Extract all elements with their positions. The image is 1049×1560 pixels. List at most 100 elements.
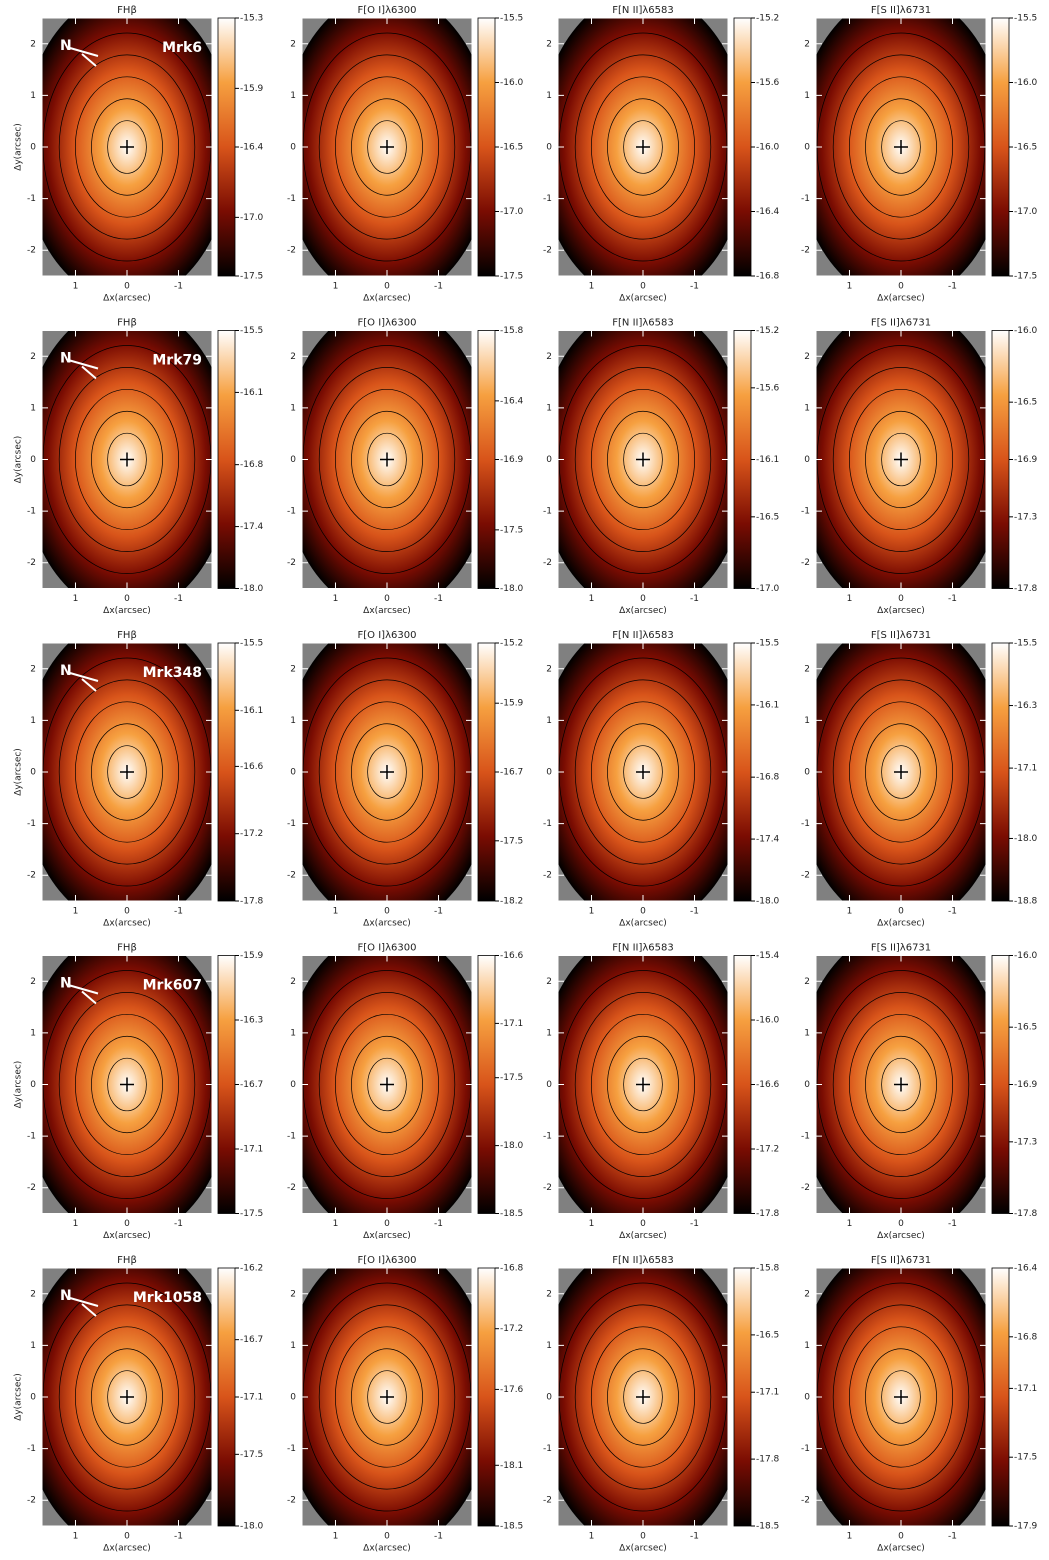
x-tick-label: -1 [434, 594, 443, 604]
x-tick-label: 0 [124, 1532, 130, 1542]
colorbar-tick-label: -18.1 [500, 1461, 523, 1471]
colorbar [478, 643, 495, 901]
y-tick-label: -2 [543, 246, 552, 256]
x-tick-label: 1 [847, 594, 853, 604]
panel-title: F[O I]λ6300 [358, 5, 417, 16]
y-tick-label: -2 [27, 1496, 36, 1506]
y-tick-label: 1 [804, 403, 810, 413]
colorbar-tick-label: -16.5 [756, 1330, 779, 1340]
colorbar-tick-label: -17.1 [500, 1019, 523, 1029]
colorbar-tick-label: -17.5 [1014, 1453, 1037, 1463]
x-axis-label: Δx(arcsec) [877, 1544, 925, 1554]
x-tick-label: -1 [690, 907, 699, 917]
panel-title: FHβ [117, 318, 137, 329]
x-axis-label: Δx(arcsec) [103, 919, 151, 929]
colorbar-tick-label: -17.8 [756, 1455, 780, 1465]
x-tick-label: 0 [124, 1219, 130, 1229]
x-tick-label: 1 [73, 594, 79, 604]
colorbar-tick-label: -18.5 [500, 1209, 523, 1219]
colorbar-tick-label: -17.3 [1014, 1137, 1037, 1147]
colorbar-tick-label: -15.9 [500, 699, 524, 709]
panel-title: F[O I]λ6300 [358, 630, 417, 641]
colorbar-tick-label: -15.3 [240, 14, 263, 24]
colorbar-tick-label: -17.8 [1014, 584, 1038, 594]
north-label: N [60, 1288, 72, 1304]
panel: 10-1-2-1012F[S II]λ6731Δx(arcsec)-16.0-1… [796, 305, 1038, 616]
x-tick-label: 0 [640, 1532, 646, 1542]
y-tick-label: -1 [287, 1444, 296, 1454]
y-axis-label: Δy(arcsec) [14, 748, 24, 796]
y-tick-label: -1 [287, 819, 296, 829]
y-tick-label: -2 [543, 1183, 552, 1193]
x-axis-label: Δx(arcsec) [619, 1231, 667, 1241]
y-tick-label: 1 [804, 1341, 810, 1351]
y-tick-label: 1 [804, 91, 810, 101]
colorbar-tick-label: -17.2 [756, 1145, 779, 1155]
y-tick-label: 0 [546, 143, 552, 153]
colorbar-tick-label: -16.1 [756, 700, 779, 710]
colorbar-tick-label: -15.5 [500, 14, 523, 24]
galaxy-label: Mrk348 [143, 665, 202, 681]
map-image [22, 617, 233, 927]
colorbar-tick-label: -16.0 [1014, 951, 1038, 961]
colorbar-tick-label: -16.3 [240, 1016, 263, 1026]
x-tick-label: 0 [124, 594, 130, 604]
colorbar-tick-label: -16.7 [240, 1080, 263, 1090]
colorbar-tick-label: -16.8 [756, 773, 780, 783]
x-tick-label: 1 [589, 907, 595, 917]
colorbar-tick-label: -17.0 [240, 213, 264, 223]
colorbar-tick-label: -17.1 [756, 1388, 779, 1398]
y-tick-label: 2 [290, 1289, 296, 1299]
colorbar-tick-label: -17.5 [240, 1450, 263, 1460]
x-tick-label: 0 [640, 594, 646, 604]
panel: 10-1-2-1012F[N II]λ6583Δx(arcsec)-15.8-1… [538, 1242, 780, 1553]
x-tick-label: 1 [333, 907, 339, 917]
x-tick-label: -1 [174, 907, 183, 917]
y-tick-label: -2 [27, 871, 36, 881]
colorbar [478, 331, 495, 589]
colorbar-tick-label: -17.1 [240, 1393, 263, 1403]
y-tick-label: 1 [30, 91, 36, 101]
panel-title: F[O I]λ6300 [358, 1255, 417, 1266]
colorbar-tick-label: -16.5 [756, 512, 779, 522]
panel: 10-1-2-1012FHβΔx(arcsec)Δy(arcsec)Mrk79N… [14, 305, 264, 616]
panel: 10-1-2-1012F[N II]λ6583Δx(arcsec)-15.5-1… [538, 617, 780, 928]
y-tick-label: 1 [804, 716, 810, 726]
x-tick-label: 0 [640, 1219, 646, 1229]
panel-title: FHβ [117, 5, 137, 16]
y-tick-label: -1 [27, 819, 36, 829]
x-tick-label: 1 [73, 1219, 79, 1229]
map-image [796, 0, 1007, 302]
map-image [538, 930, 749, 1240]
x-axis-label: Δx(arcsec) [877, 1231, 925, 1241]
colorbar-tick-label: -16.0 [1014, 326, 1038, 336]
colorbar-tick-label: -16.9 [1014, 1080, 1038, 1090]
y-tick-label: 2 [546, 977, 552, 987]
x-tick-label: 0 [898, 282, 904, 292]
map-image [282, 0, 493, 302]
y-tick-label: -1 [27, 1444, 36, 1454]
colorbar-tick-label: -18.0 [756, 897, 780, 907]
x-tick-label: -1 [174, 1532, 183, 1542]
north-label: N [60, 351, 72, 367]
panel-title: FHβ [117, 1255, 137, 1266]
x-tick-label: 1 [333, 594, 339, 604]
y-tick-label: 0 [804, 455, 810, 465]
figure: 10-1-2-1012FHβΔx(arcsec)Δy(arcsec)Mrk6N-… [0, 0, 1049, 1560]
panel-title: F[N II]λ6583 [612, 5, 673, 16]
colorbar-tick-label: -17.0 [500, 207, 524, 217]
y-tick-label: -1 [801, 1444, 810, 1454]
panel-title: F[N II]λ6583 [612, 318, 673, 329]
y-tick-label: 0 [546, 1393, 552, 1403]
panel: 10-1-2-1012F[O I]λ6300Δx(arcsec)-15.5-16… [282, 0, 524, 303]
x-axis-label: Δx(arcsec) [619, 1544, 667, 1554]
x-tick-label: 1 [73, 907, 79, 917]
north-label: N [60, 38, 72, 54]
y-tick-label: 0 [290, 143, 296, 153]
x-tick-label: 1 [589, 1219, 595, 1229]
x-axis-label: Δx(arcsec) [877, 919, 925, 929]
colorbar-tick-label: -17.0 [756, 584, 780, 594]
